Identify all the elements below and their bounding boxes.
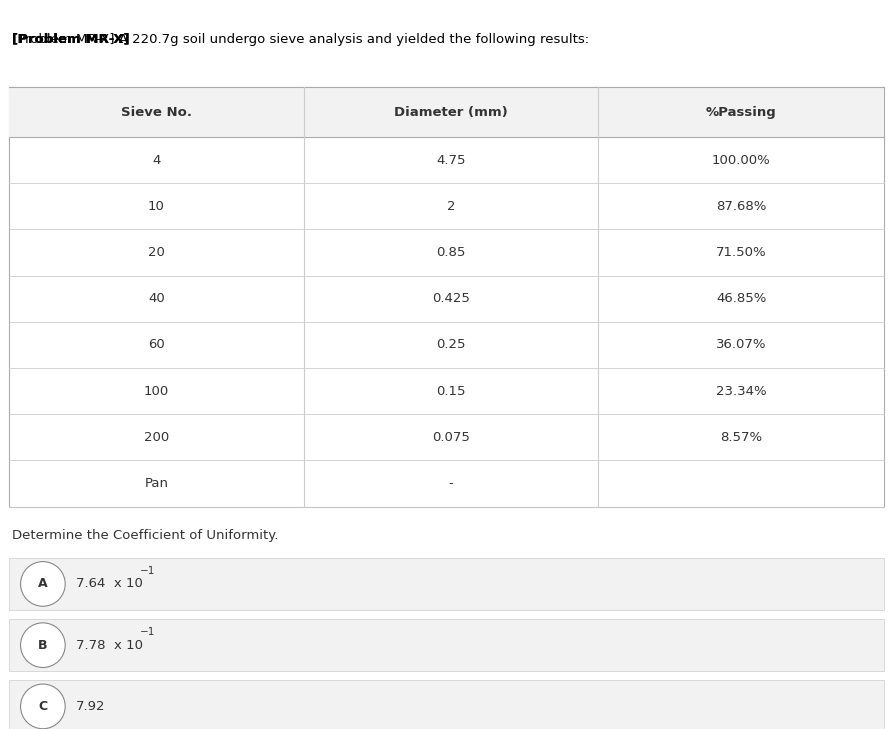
Text: C: C	[38, 700, 47, 713]
Text: 100.00%: 100.00%	[712, 154, 771, 167]
Text: Pan: Pan	[145, 477, 168, 490]
Text: -: -	[448, 477, 454, 490]
Text: Determine the Coefficient of Uniformity.: Determine the Coefficient of Uniformity.	[12, 529, 278, 542]
Text: 4.75: 4.75	[436, 154, 466, 167]
Text: 100: 100	[144, 385, 169, 397]
Text: 10: 10	[148, 200, 164, 213]
Text: 0.85: 0.85	[437, 246, 465, 259]
Text: −1: −1	[140, 627, 155, 637]
Ellipse shape	[21, 623, 65, 668]
Text: Diameter (mm): Diameter (mm)	[394, 106, 508, 119]
Text: 23.34%: 23.34%	[716, 385, 766, 397]
Text: [Problem MR-X] A 220.7g soil undergo sieve analysis and yielded the following re: [Problem MR-X] A 220.7g soil undergo sie…	[12, 33, 588, 46]
Text: 20: 20	[148, 246, 164, 259]
Text: B: B	[38, 639, 47, 652]
Text: 8.57%: 8.57%	[720, 431, 763, 444]
Text: 40: 40	[148, 292, 164, 305]
Text: 0.15: 0.15	[436, 385, 466, 397]
Text: 60: 60	[148, 338, 164, 351]
Text: 4: 4	[152, 154, 161, 167]
Text: [Problem MR-X] A 220.7g soil undergo sieve analysis and yielded the following re: [Problem MR-X] A 220.7g soil undergo sie…	[12, 33, 588, 46]
Text: A: A	[38, 577, 47, 590]
Bar	[9, 87, 884, 507]
Text: 0.425: 0.425	[432, 292, 470, 305]
Text: [Problem MR-X]: [Problem MR-X]	[12, 33, 129, 46]
Text: 7.78  x 10: 7.78 x 10	[76, 639, 143, 652]
Text: 2: 2	[446, 200, 455, 213]
Bar	[9, 558, 884, 610]
Ellipse shape	[21, 561, 65, 607]
Ellipse shape	[21, 684, 65, 729]
Text: 0.25: 0.25	[436, 338, 466, 351]
Text: 36.07%: 36.07%	[716, 338, 766, 351]
Bar	[9, 680, 884, 729]
Bar	[9, 87, 884, 137]
Bar	[9, 619, 884, 671]
Text: 71.50%: 71.50%	[716, 246, 766, 259]
Text: [Problem MR-X]: [Problem MR-X]	[12, 33, 129, 46]
Text: 0.075: 0.075	[432, 431, 470, 444]
Text: 87.68%: 87.68%	[716, 200, 766, 213]
Text: 7.64  x 10: 7.64 x 10	[76, 577, 143, 590]
Text: 7.92: 7.92	[76, 700, 105, 713]
Text: −1: −1	[140, 566, 155, 576]
Text: 200: 200	[144, 431, 169, 444]
Text: Sieve No.: Sieve No.	[121, 106, 192, 119]
Text: 46.85%: 46.85%	[716, 292, 766, 305]
Text: %Passing: %Passing	[705, 106, 777, 119]
